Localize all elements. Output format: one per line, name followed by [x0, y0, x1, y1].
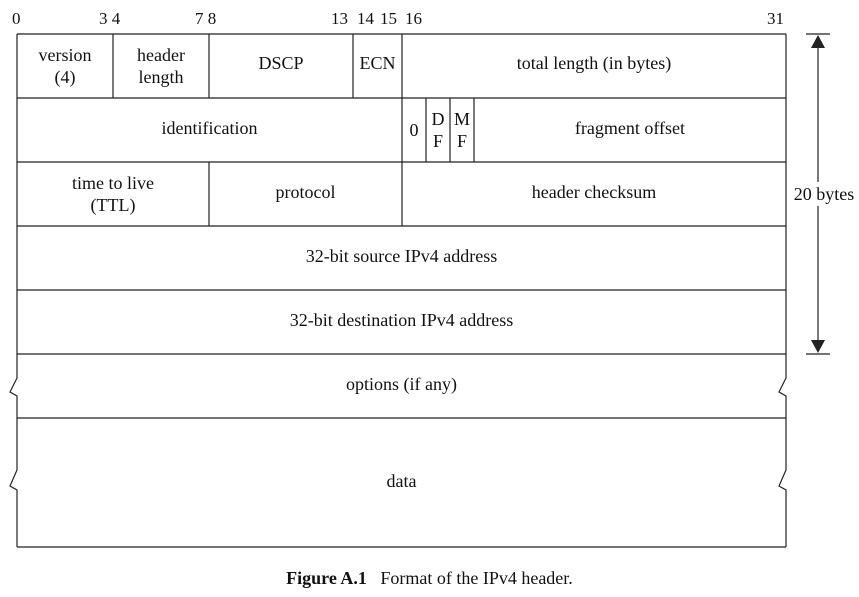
ecn-field: ECN	[353, 34, 402, 92]
header-length-label-1: header	[137, 45, 185, 65]
bit-number-31: 31	[767, 9, 784, 28]
protocol-label: protocol	[275, 182, 336, 202]
ttl-label-1: time to live	[72, 173, 154, 193]
destination-address-label: 32-bit destination IPv4 address	[289, 310, 514, 330]
bit-number-14: 14	[357, 9, 374, 28]
ecn-label: ECN	[359, 53, 396, 73]
bit-number-13: 13	[331, 9, 348, 28]
mf-flag-label-1: M	[453, 109, 470, 129]
source-address-label: 32-bit source IPv4 address	[305, 246, 498, 266]
options-field: options (if any)	[17, 354, 786, 414]
figure-caption-label: Figure A.1	[286, 568, 367, 588]
bit-number-3-4: 3 4	[99, 9, 121, 28]
dscp-label: DSCP	[258, 53, 304, 73]
bit-number-0: 0	[12, 9, 21, 28]
bit-number-15: 15	[380, 9, 397, 28]
data-field: data	[17, 418, 786, 543]
version-field: version (4)	[17, 34, 113, 98]
dscp-field: DSCP	[209, 34, 353, 92]
header-length-label-2: length	[138, 67, 184, 87]
identification-field: identification	[17, 98, 402, 158]
fragment-offset-field: fragment offset	[474, 98, 786, 158]
options-label: options (if any)	[346, 374, 457, 394]
total-length-label: total length (in bytes)	[516, 53, 672, 73]
df-flag-label-2: F	[432, 131, 443, 151]
ttl-field: time to live (TTL)	[17, 162, 209, 226]
mf-flag-field: M F	[450, 98, 474, 162]
figure-caption: Figure A.1 Format of the IPv4 header.	[0, 568, 859, 589]
figure-caption-text: Format of the IPv4 header.	[380, 568, 573, 588]
version-value: (4)	[54, 67, 76, 87]
bit-number-16: 16	[405, 9, 422, 28]
arrow-down-icon	[811, 340, 825, 353]
df-flag-label-1: D	[431, 109, 445, 129]
protocol-field: protocol	[209, 162, 402, 222]
total-length-field: total length (in bytes)	[402, 34, 786, 92]
df-flag-field: D F	[426, 98, 450, 162]
bit-number-7-8: 7 8	[195, 9, 217, 28]
fragment-offset-label: fragment offset	[574, 118, 686, 138]
header-size-label: 20 bytes	[789, 182, 859, 206]
destination-address-field: 32-bit destination IPv4 address	[17, 290, 786, 350]
source-address-field: 32-bit source IPv4 address	[17, 226, 786, 286]
header-length-field: header length	[113, 34, 209, 98]
reserved-flag-label: 0	[409, 120, 419, 140]
mf-flag-label-2: F	[456, 131, 467, 151]
header-checksum-field: header checksum	[402, 162, 786, 222]
identification-label: identification	[161, 118, 258, 138]
version-label: version	[38, 45, 92, 65]
arrow-up-icon	[811, 35, 825, 48]
ttl-label-2: (TTL)	[90, 195, 136, 215]
reserved-flag-field: 0	[402, 98, 426, 162]
header-checksum-label: header checksum	[531, 182, 657, 202]
data-label: data	[386, 470, 417, 491]
